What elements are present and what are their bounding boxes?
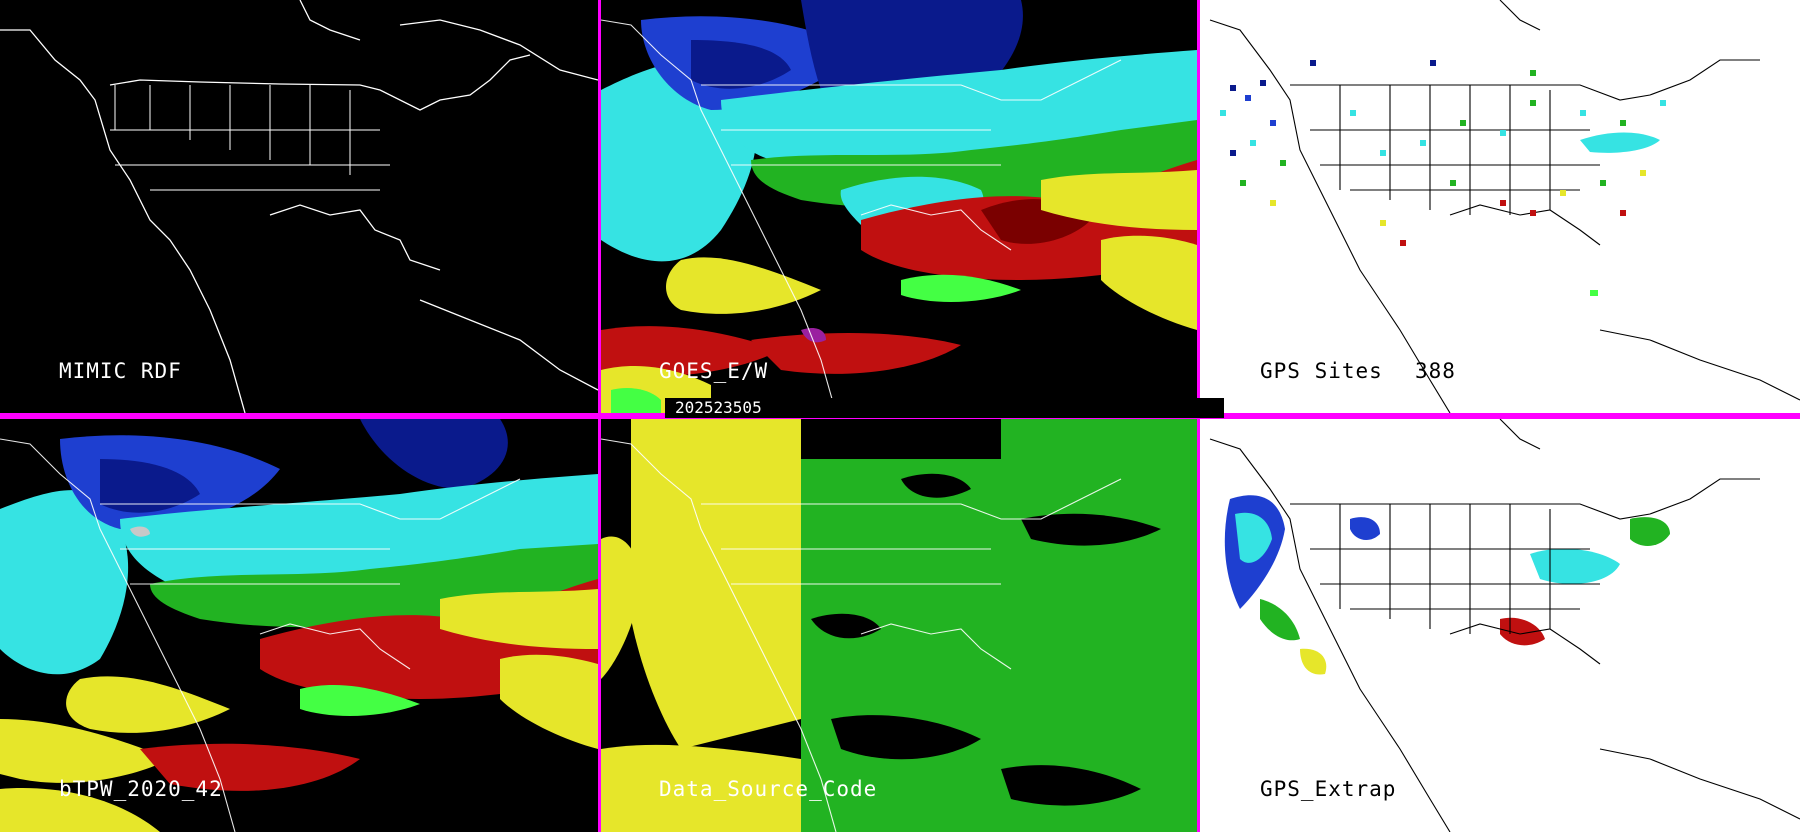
panel-label: Data_Source_Code bbox=[659, 777, 878, 801]
goes-field bbox=[601, 0, 1197, 413]
site-count: 388 bbox=[1415, 359, 1456, 383]
panel-label: bTPW_2020_42 bbox=[59, 777, 223, 801]
panel-data-source-code: Data_Source_Code bbox=[601, 419, 1197, 832]
basemap-outline bbox=[0, 0, 598, 413]
panel-label: GPS_Extrap bbox=[1260, 777, 1397, 801]
gps-extrap-map bbox=[1209, 419, 1800, 832]
panel-gps-sites: GPS Sites 388 bbox=[1200, 0, 1800, 413]
panel-label: GPS Sites bbox=[1260, 359, 1383, 383]
gps-sites-map bbox=[1209, 0, 1800, 413]
panel-label: GOES_E/W bbox=[659, 359, 769, 383]
dsc-field bbox=[601, 419, 1197, 832]
panel-goes: GOES_E/W bbox=[601, 0, 1197, 413]
panel-btpw: bTPW_2020_42 bbox=[0, 419, 598, 832]
timestamp-label: 202523505 bbox=[665, 398, 1224, 418]
btpw-field bbox=[0, 419, 598, 832]
panel-mimic-rdf: MIMIC RDF bbox=[0, 0, 598, 413]
panel-gps-extrap: GPS_Extrap bbox=[1200, 419, 1800, 832]
panel-label: MIMIC RDF bbox=[59, 359, 182, 383]
